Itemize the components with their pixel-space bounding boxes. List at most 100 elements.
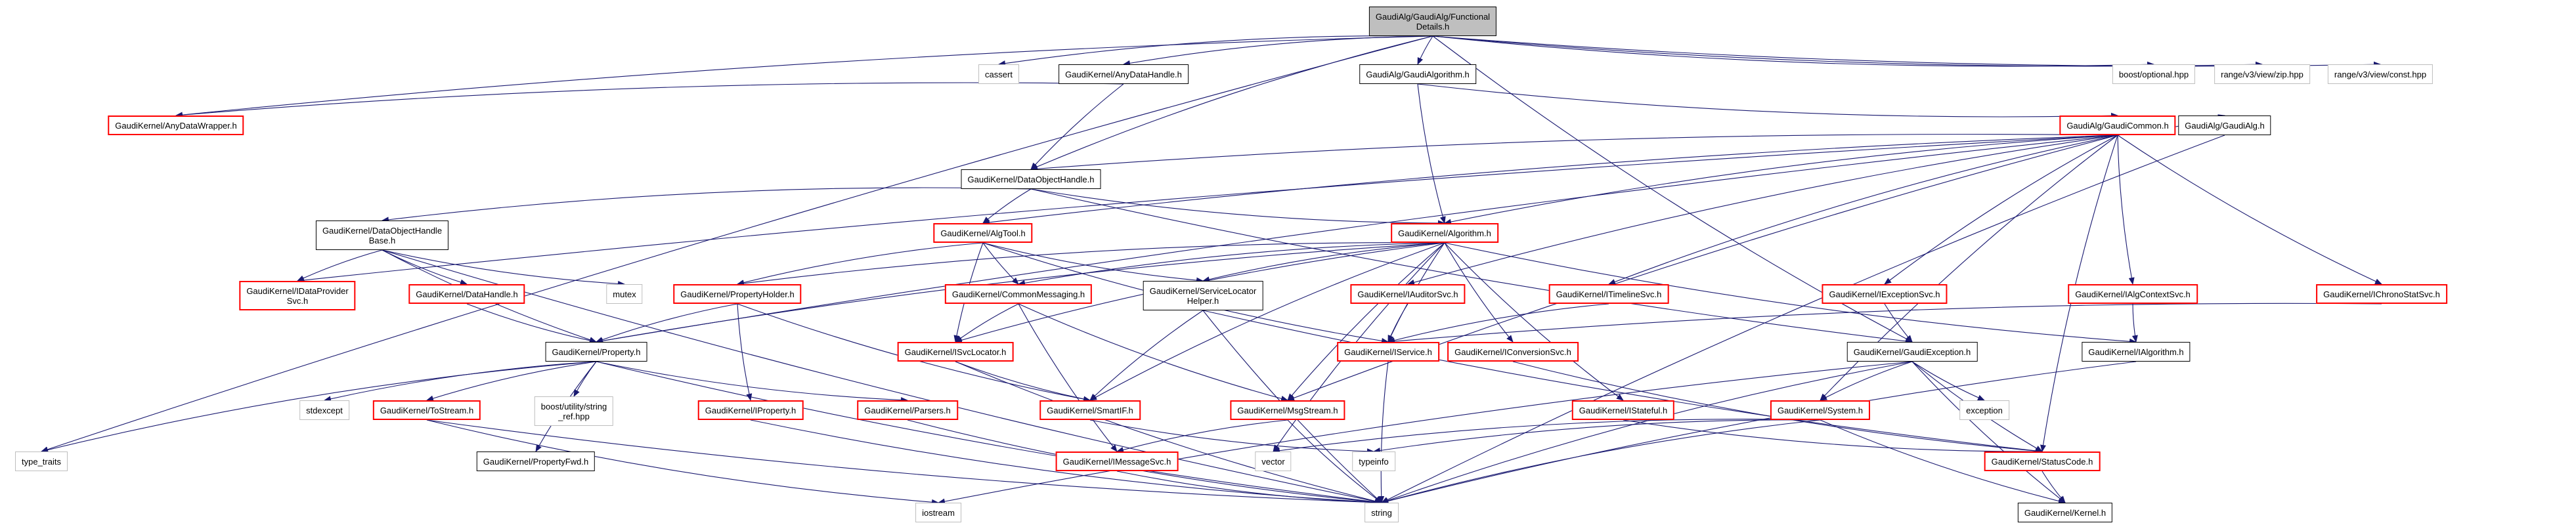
graph-node-data-object-handle[interactable]: GaudiKernel/DataObjectHandle.h — [961, 169, 1101, 189]
edge-gaudi-exception-to-string — [1381, 361, 1913, 503]
edge-property-holder-to-i-property — [737, 303, 753, 401]
edge-data-object-handle-base-to-i-data-provider-svc — [297, 249, 383, 282]
edge-property-to-type-traits — [41, 361, 597, 453]
edge-gaudi-algorithm-to-algorithm — [1417, 83, 1446, 224]
graph-node-range-const: range/v3/view/const.hpp — [2327, 64, 2434, 84]
graph-node-exception: exception — [1959, 400, 2009, 420]
edge-gaudi-common-to-data-object-handle — [1030, 134, 2118, 172]
edge-i-service-to-string — [1378, 361, 1389, 503]
edge-msg-stream-to-string — [1287, 419, 1382, 503]
graph-node-kernel[interactable]: GaudiKernel/Kernel.h — [2017, 503, 2113, 522]
edge-gaudi-common-to-algorithm — [1444, 135, 2118, 225]
graph-node-string-ref: boost/utility/string _ref.hpp — [534, 396, 614, 426]
graph-node-i-timeline-svc[interactable]: GaudiKernel/ITimelineSvc.h — [1548, 284, 1669, 304]
edge-to-stream-to-string — [426, 419, 1382, 506]
edge-root-to-boost-optional — [1432, 35, 2154, 68]
edge-root-to-data-object-handle — [1030, 35, 1433, 170]
edge-algorithm-to-property-holder — [737, 242, 1445, 287]
edge-common-messaging-to-msg-stream — [1018, 303, 1288, 402]
graph-node-mutex: mutex — [606, 284, 643, 304]
edge-common-messaging-to-i-svc-locator — [955, 303, 1019, 343]
edge-root-to-gaudi-algorithm — [1417, 35, 1433, 65]
edge-algorithm-to-i-algorithm — [1444, 242, 2137, 345]
graph-node-any-data-wrapper[interactable]: GaudiKernel/AnyDataWrapper.h — [108, 116, 244, 135]
graph-node-service-locator-helper[interactable]: GaudiKernel/ServiceLocator Helper.h — [1143, 281, 1263, 310]
edge-gaudi-common-to-i-data-provider-svc — [297, 135, 2118, 284]
edge-data-object-handle-to-gaudi-exception — [1030, 188, 1913, 345]
edge-gaudi-exception-to-iostream — [938, 361, 1913, 505]
graph-node-i-property[interactable]: GaudiKernel/IProperty.h — [697, 400, 804, 420]
graph-node-i-data-provider-svc[interactable]: GaudiKernel/IDataProvider Svc.h — [239, 281, 356, 310]
edge-data-object-handle-to-data-object-handle-base — [382, 187, 1032, 223]
graph-node-cassert: cassert — [978, 64, 1019, 84]
graph-node-smart-if[interactable]: GaudiKernel/SmartIF.h — [1039, 400, 1141, 420]
graph-node-gaudi-alg[interactable]: GaudiAlg/GaudiAlg.h — [2178, 116, 2271, 135]
graph-node-i-exception-svc[interactable]: GaudiKernel/IExceptionSvc.h — [1822, 284, 1948, 304]
edge-to-stream-to-iostream — [426, 419, 939, 505]
graph-node-status-code[interactable]: GaudiKernel/StatusCode.h — [1984, 452, 2101, 471]
edge-gaudi-exception-to-system — [1820, 361, 1913, 401]
edge-system-to-vector — [1273, 419, 1821, 454]
graph-node-boost-optional: boost/optional.hpp — [2112, 64, 2196, 84]
edge-gaudi-exception-to-kernel — [1911, 361, 2066, 503]
edge-i-alg-context-svc-to-i-algorithm — [2131, 303, 2138, 343]
edge-algorithm-to-smart-if — [1089, 242, 1445, 401]
edge-property-to-string-ref — [573, 361, 597, 397]
edge-common-messaging-to-i-message-svc — [1018, 303, 1118, 452]
edge-i-svc-locator-to-string — [955, 361, 1382, 504]
graph-node-i-service[interactable]: GaudiKernel/IService.h — [1337, 342, 1439, 362]
edge-root-to-type-traits — [41, 35, 1433, 453]
graph-node-i-auditor-svc[interactable]: GaudiKernel/IAuditorSvc.h — [1350, 284, 1466, 304]
edge-data-object-handle-base-to-string — [382, 249, 1382, 505]
graph-node-gaudi-common[interactable]: GaudiAlg/GaudiCommon.h — [2059, 116, 2176, 135]
graph-node-msg-stream[interactable]: GaudiKernel/MsgStream.h — [1230, 400, 1345, 420]
edge-any-data-handle-to-data-object-handle — [1030, 83, 1124, 170]
graph-node-i-alg-context-svc[interactable]: GaudiKernel/IAlgContextSvc.h — [2068, 284, 2198, 304]
edge-algorithm-to-service-locator-helper — [1202, 242, 1445, 283]
graph-node-any-data-handle[interactable]: GaudiKernel/AnyDataHandle.h — [1059, 64, 1189, 84]
graph-node-alg-tool[interactable]: GaudiKernel/AlgTool.h — [933, 223, 1033, 243]
graph-node-algorithm[interactable]: GaudiKernel/Algorithm.h — [1391, 223, 1498, 243]
edge-i-algorithm-to-string — [1381, 361, 2137, 504]
graph-node-stdexcept: stdexcept — [299, 400, 349, 420]
graph-root-node-root: GaudiAlg/GaudiAlg/Functional Details.h — [1368, 7, 1497, 36]
edge-any-data-handle-to-any-data-wrapper — [175, 82, 1124, 118]
graph-node-i-stateful[interactable]: GaudiKernel/IStateful.h — [1571, 400, 1675, 420]
edge-property-to-string — [596, 361, 1382, 505]
graph-node-system[interactable]: GaudiKernel/System.h — [1770, 400, 1871, 420]
graph-node-gaudi-exception[interactable]: GaudiKernel/GaudiException.h — [1846, 342, 1978, 362]
graph-node-common-messaging[interactable]: GaudiKernel/CommonMessaging.h — [944, 284, 1093, 304]
graph-node-gaudi-algorithm[interactable]: GaudiAlg/GaudiAlgorithm.h — [1359, 64, 1476, 84]
edge-algorithm-to-property — [596, 242, 1445, 344]
graph-node-i-svc-locator[interactable]: GaudiKernel/ISvcLocator.h — [897, 342, 1014, 362]
edge-i-svc-locator-to-smart-if — [955, 361, 1091, 402]
graph-node-property-fwd[interactable]: GaudiKernel/PropertyFwd.h — [476, 452, 596, 471]
edge-property-to-to-stream — [426, 361, 597, 402]
edge-algorithm-to-i-stateful — [1444, 242, 1624, 401]
graph-node-data-object-handle-base[interactable]: GaudiKernel/DataObjectHandle Base.h — [315, 220, 449, 250]
edge-smart-if-to-typeinfo — [1089, 419, 1374, 455]
edge-data-handle-to-property — [466, 303, 597, 344]
edge-root-to-cassert — [998, 35, 1433, 67]
edge-data-object-handle-to-algorithm — [1030, 188, 1445, 226]
edge-status-code-to-kernel — [2041, 471, 2066, 503]
graph-node-string: string — [1364, 503, 1399, 522]
graph-node-i-chrono-stat-svc[interactable]: GaudiKernel/IChronoStatSvc.h — [2316, 284, 2447, 304]
graph-node-property[interactable]: GaudiKernel/Property.h — [545, 342, 647, 362]
graph-node-vector: vector — [1255, 452, 1292, 471]
edge-alg-tool-to-service-locator-helper — [982, 242, 1204, 284]
graph-node-parsers[interactable]: GaudiKernel/Parsers.h — [857, 400, 958, 420]
graph-node-i-conversion-svc[interactable]: GaudiKernel/IConversionSvc.h — [1447, 342, 1579, 362]
edge-root-to-any-data-wrapper — [175, 35, 1433, 118]
graph-node-i-algorithm[interactable]: GaudiKernel/IAlgorithm.h — [2082, 342, 2191, 362]
edge-i-chrono-stat-svc-to-i-service — [1387, 303, 2382, 345]
edge-gaudi-exception-to-exception — [1911, 361, 1985, 401]
edge-i-timeline-svc-to-i-service — [1387, 303, 1609, 343]
graph-node-data-handle[interactable]: GaudiKernel/DataHandle.h — [408, 284, 525, 304]
graph-node-property-holder[interactable]: GaudiKernel/PropertyHolder.h — [673, 284, 802, 304]
edge-property-to-stdexcept — [324, 361, 597, 402]
edge-i-exception-svc-to-gaudi-exception — [1884, 303, 1913, 343]
graph-node-i-message-svc[interactable]: GaudiKernel/IMessageSvc.h — [1055, 452, 1179, 471]
graph-node-to-stream[interactable]: GaudiKernel/ToStream.h — [372, 400, 481, 420]
